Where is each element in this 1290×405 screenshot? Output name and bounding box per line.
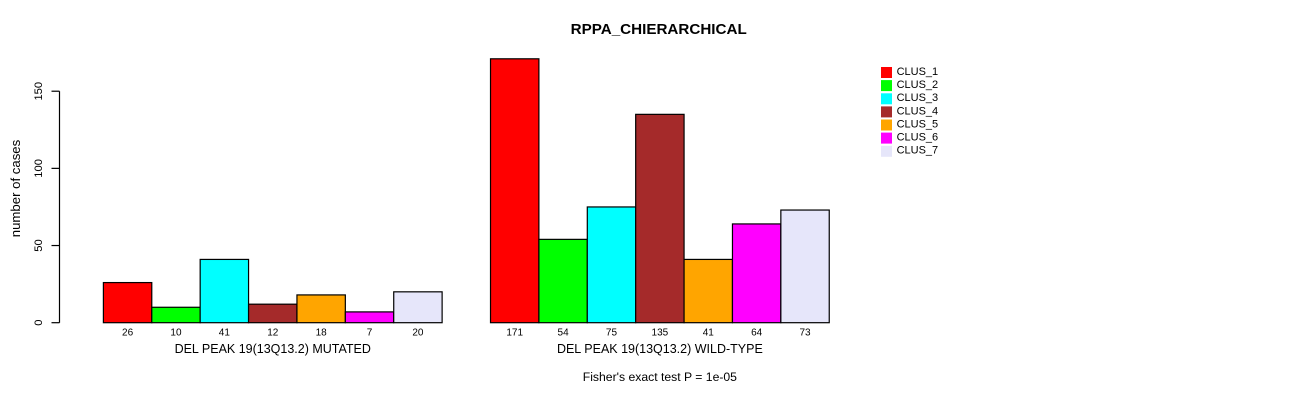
svg-text:7: 7: [367, 328, 373, 339]
svg-text:DEL PEAK 19(13Q13.2) MUTATED: DEL PEAK 19(13Q13.2) MUTATED: [175, 342, 371, 356]
svg-text:20: 20: [412, 328, 424, 339]
svg-text:CLUS_5: CLUS_5: [897, 118, 939, 130]
svg-text:CLUS_3: CLUS_3: [897, 92, 939, 104]
svg-text:171: 171: [506, 328, 523, 339]
svg-text:CLUS_6: CLUS_6: [897, 132, 939, 144]
svg-text:18: 18: [316, 328, 328, 339]
svg-text:75: 75: [606, 328, 618, 339]
svg-text:100: 100: [33, 159, 45, 178]
svg-text:CLUS_2: CLUS_2: [897, 79, 939, 91]
svg-text:CLUS_1: CLUS_1: [897, 66, 939, 78]
svg-text:Fisher's exact test P = 1e-05: Fisher's exact test P = 1e-05: [583, 370, 737, 384]
svg-text:41: 41: [219, 328, 231, 339]
svg-text:54: 54: [558, 328, 570, 339]
svg-text:CLUS_4: CLUS_4: [897, 105, 939, 117]
svg-text:50: 50: [33, 239, 45, 251]
svg-text:26: 26: [122, 328, 134, 339]
svg-text:RPPA_CHIERARCHICAL: RPPA_CHIERARCHICAL: [571, 21, 747, 38]
svg-text:135: 135: [652, 328, 669, 339]
svg-text:41: 41: [703, 328, 715, 339]
svg-text:0: 0: [33, 320, 45, 326]
svg-text:12: 12: [267, 328, 279, 339]
svg-text:CLUS_7: CLUS_7: [897, 145, 939, 157]
svg-text:DEL PEAK 19(13Q13.2) WILD-TYPE: DEL PEAK 19(13Q13.2) WILD-TYPE: [557, 342, 763, 356]
svg-text:73: 73: [799, 328, 811, 339]
svg-text:number of cases: number of cases: [8, 139, 23, 237]
svg-text:10: 10: [170, 328, 182, 339]
svg-text:150: 150: [33, 82, 45, 101]
svg-text:64: 64: [751, 328, 763, 339]
